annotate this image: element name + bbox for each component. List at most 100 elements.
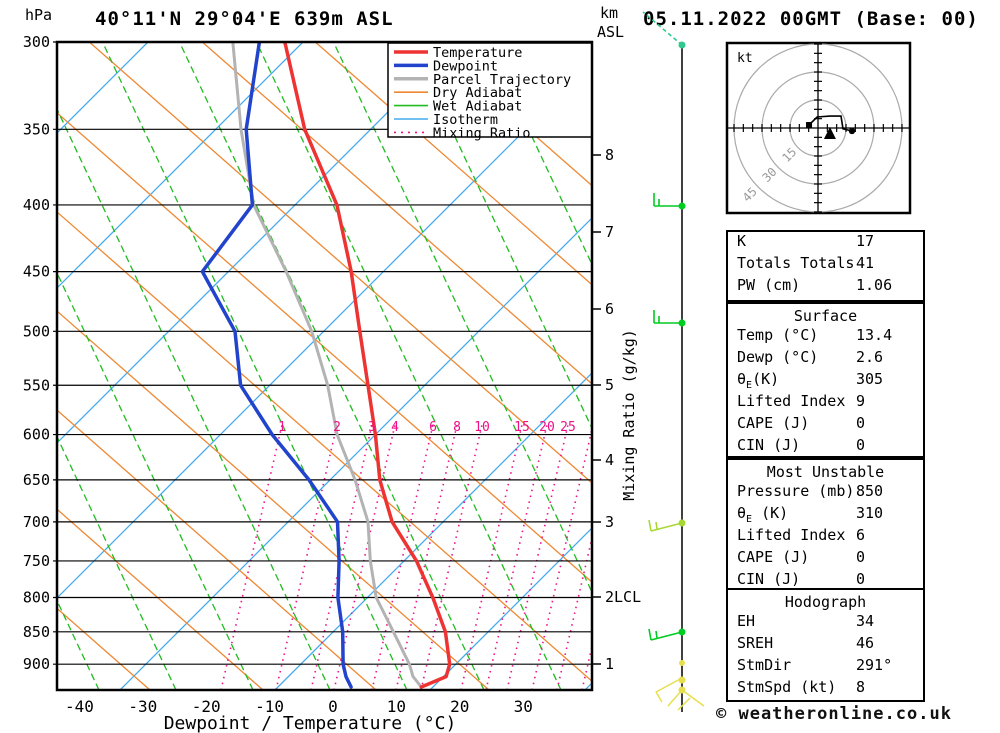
mixing-ratio-label: 1: [278, 420, 286, 435]
wind-barb-shaft: [650, 631, 683, 641]
legend-label-mixing_ratio: Mixing Ratio: [433, 125, 531, 141]
wind-barb-dot: [678, 202, 686, 210]
row-label: θE(K): [737, 370, 780, 391]
isotherm-line: [57, 62, 592, 599]
hodograph-trace-end-marker: [848, 127, 856, 135]
row-label: PW (cm): [737, 276, 801, 294]
row-label: Pressure (mb): [737, 482, 855, 500]
row-label: SREH: [737, 634, 774, 652]
row-label: Dewp (°C): [737, 348, 819, 366]
wet-adiabat-line: [101, 42, 408, 690]
wind-barb-cluster-line: [667, 689, 683, 707]
pressure-tick-label: 750: [23, 552, 50, 570]
row-value: 8: [856, 678, 866, 696]
station-title: 40°11'N 29°04'E 639m ASL: [95, 8, 394, 30]
hodograph-trace: [808, 115, 853, 132]
wind-barb-tick: [648, 519, 652, 532]
wind-barb-cluster-line: [655, 677, 683, 693]
row-value: 6: [856, 526, 866, 544]
dewpoint-curve: [200, 42, 353, 689]
wind-barb-dot: [678, 319, 686, 327]
mixing-ratio-line: [220, 424, 283, 690]
row-label: CAPE (J): [737, 414, 810, 432]
dry-adiabat-line: [57, 211, 592, 683]
row-value: 305: [856, 370, 884, 388]
row-value: 17: [856, 232, 875, 250]
pressure-tick-label: 300: [23, 33, 50, 51]
axis-labels: 300350400450500550600650700750800850900-…: [23, 33, 641, 716]
row-value: 850: [856, 482, 884, 500]
legend-label-temperature: Temperature: [433, 45, 522, 61]
isotherm-line: [57, 42, 304, 289]
table-row: CAPE (J) 0: [728, 548, 923, 570]
row-label: Temp (°C): [737, 326, 819, 344]
row-label: CIN (J): [737, 570, 801, 588]
row-value: 310: [856, 504, 884, 522]
mixing-ratio-label: 2: [333, 420, 341, 435]
legend-label-isotherm: Isotherm: [433, 112, 498, 128]
pressure-tick-label: 800: [23, 588, 50, 606]
km-tick-label: 5: [605, 376, 614, 394]
wind-barb-dot: [678, 519, 686, 527]
pressure-tick-label: 600: [23, 426, 50, 444]
isotherm-line: [119, 217, 592, 690]
mixing-ratio-line: [506, 424, 569, 690]
row-value: 2.6: [856, 348, 884, 366]
temp-tick-label: -30: [128, 697, 157, 716]
row-label: CAPE (J): [737, 548, 810, 566]
storm-motion-triangle: [823, 126, 836, 139]
table-row: Lifted Index 6: [728, 526, 923, 548]
mixing-ratio-label: 6: [429, 420, 437, 435]
table-row: Temp (°C) 13.4: [728, 326, 923, 348]
legend-label-parcel: Parcel Trajectory: [433, 72, 571, 88]
km-tick-label: 7: [605, 223, 614, 241]
km-tick-label: 3: [605, 513, 614, 531]
table-row: θE (K) 310: [728, 504, 923, 526]
table-row: Pressure (mb) 850: [728, 482, 923, 504]
temperature-curve: [283, 42, 452, 689]
pressure-unit-label: hPa: [25, 6, 53, 24]
mixing-ratio-axis-title: Mixing Ratio (g/kg): [620, 329, 638, 501]
wind-barb-tick: [655, 521, 658, 530]
datetime-title: 05.11.2022 00GMT (Base: 00): [643, 8, 979, 30]
temp-tick-label: -10: [255, 697, 284, 716]
mixing-ratio-label: 15: [514, 420, 530, 435]
row-value: 1.06: [856, 276, 893, 294]
row-value: 41: [856, 254, 875, 272]
pressure-tick-label: 500: [23, 322, 50, 340]
table-most-unstable: Most Unstable Pressure (mb) 850 θE (K) 310 Li…: [726, 458, 925, 590]
wind-barb-dot: [678, 41, 686, 49]
km-axis-label: km: [600, 4, 619, 22]
dry-adiabat-line: [57, 508, 264, 690]
wind-barb-shaft: [642, 11, 683, 46]
mixing-ratio-label: 20: [539, 420, 555, 435]
mixing-ratio-label: 8: [453, 420, 461, 435]
table-row: PW (cm) 1.06: [728, 276, 923, 298]
legend-label-wet_adiabat: Wet Adiabat: [433, 99, 522, 115]
table-surface: Surface Temp (°C) 13.4 Dewp (°C) 2.6 θE(K) 305…: [726, 302, 925, 458]
pressure-tick-label: 650: [23, 471, 50, 489]
row-label: Totals Totals: [737, 254, 855, 272]
row-label: CIN (J): [737, 436, 801, 454]
hodograph-trace-start-marker: [806, 122, 813, 129]
km-tick-label: 1: [605, 655, 614, 673]
dry-adiabat-line: [427, 42, 592, 187]
hodograph-unit-label: kt: [737, 51, 753, 66]
mixing-ratio-label: 10: [474, 420, 490, 435]
table-row: SREH 46: [728, 634, 923, 656]
x-axis-title: Dewpoint / Temperature (°C): [164, 713, 457, 733]
table-title: Most Unstable: [766, 463, 885, 481]
mixing-ratio-label: 4: [391, 420, 399, 435]
pressure-tick-label: 450: [23, 263, 50, 281]
wet-adiabat-line: [0, 42, 22, 690]
wind-barb-cluster-line: [677, 697, 691, 711]
row-value: 34: [856, 612, 875, 630]
row-label: Lifted Index: [737, 392, 846, 410]
pressure-tick-label: 350: [23, 120, 50, 138]
row-label: Lifted Index: [737, 526, 846, 544]
table-row: θE(K) 305: [728, 370, 923, 392]
row-label: K: [737, 232, 747, 250]
parcel-trajectory-curve: [231, 42, 423, 689]
